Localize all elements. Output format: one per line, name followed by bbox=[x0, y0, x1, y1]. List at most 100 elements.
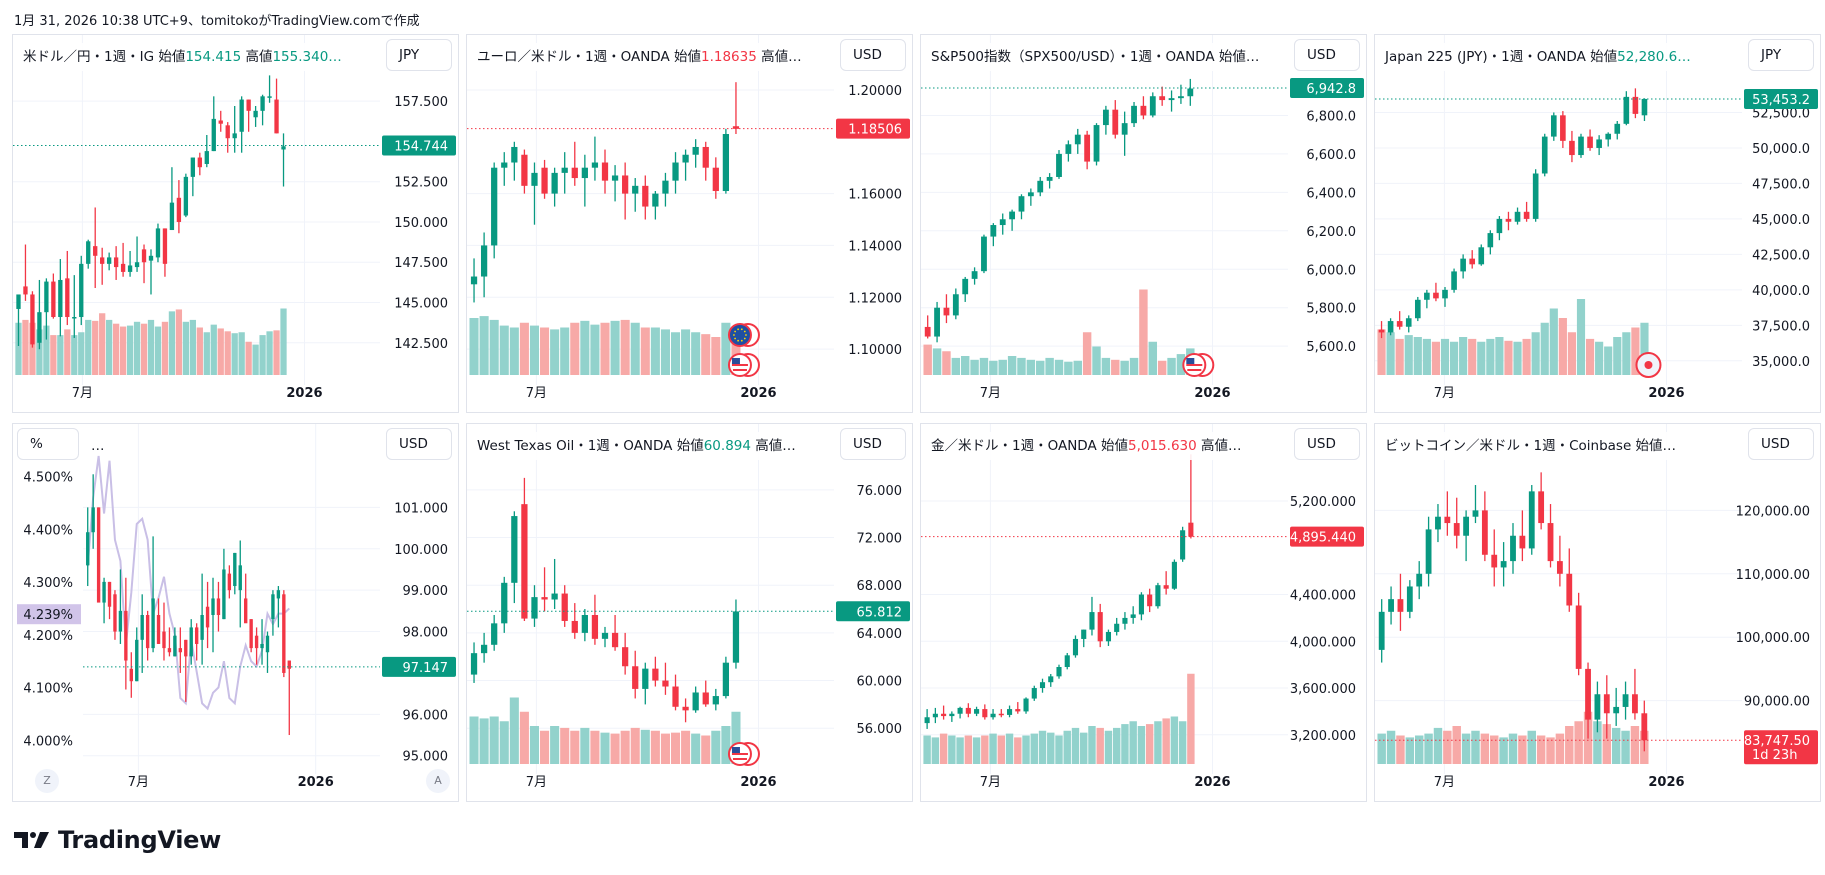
last-price-value: 65.812 bbox=[857, 605, 903, 620]
volume-bar bbox=[112, 323, 120, 375]
chart-canvas[interactable]: 76.000 72.000 68.000 64.000 60.000 56.000 65.8… bbox=[467, 424, 913, 802]
volume-bar bbox=[1045, 357, 1054, 375]
chart-canvas[interactable]: 5,200.000 4,400.000 4,000.000 3,600.000 3,20… bbox=[921, 424, 1367, 802]
chart-canvas[interactable]: 6,800.0 6,600.0 6,400.0 6,200.0 6,000.0 5,800… bbox=[921, 35, 1367, 413]
auto-scale-button[interactable]: A bbox=[426, 769, 450, 793]
candle bbox=[96, 507, 101, 603]
zoom-reset-button[interactable]: Z bbox=[35, 769, 59, 793]
currency-unit-button[interactable]: USD bbox=[1294, 428, 1360, 460]
currency-unit-button[interactable]: JPY bbox=[1748, 39, 1814, 71]
candle-body bbox=[79, 263, 84, 318]
currency-unit-button[interactable]: USD bbox=[386, 428, 452, 460]
candle-body bbox=[1074, 134, 1081, 145]
symbol-legend[interactable]: ユーロ／米ドル・1週・OANDA 始値1.18635 高値… bbox=[477, 43, 806, 71]
symbol-legend[interactable]: West Texas Oil・1週・OANDA 始値60.894 高値… bbox=[477, 432, 800, 460]
chart-panel-usdjpy[interactable]: 157.500 152.500 150.000 147.500 145.000 142.5… bbox=[12, 34, 459, 413]
volume-bar bbox=[670, 332, 681, 375]
candle-body bbox=[1102, 109, 1109, 126]
symbol-legend[interactable]: 米ドル／円・1週・IG 始値154.415 高値155.340… bbox=[23, 43, 346, 71]
chart-canvas[interactable]: 101.000 100.000 99.000 98.000 96.000 95.000 97… bbox=[13, 424, 459, 802]
volume-bar bbox=[499, 325, 509, 375]
candle-body bbox=[1009, 211, 1016, 220]
volume-bar bbox=[670, 732, 681, 764]
us-flag-icon[interactable] bbox=[727, 353, 760, 377]
chart-panel-spx500[interactable]: 6,800.0 6,600.0 6,400.0 6,200.0 6,000.0 5,800… bbox=[920, 34, 1367, 413]
price-axis-tick: 120,000.00 bbox=[1736, 504, 1810, 519]
candle-body bbox=[204, 151, 209, 164]
us-flag-icon[interactable] bbox=[1182, 353, 1215, 377]
candle bbox=[1632, 88, 1639, 119]
symbol-legend[interactable]: ビットコイン／米ドル・1週・Coinbase 始値… bbox=[1385, 432, 1681, 460]
candle-body bbox=[222, 569, 226, 620]
candle-body bbox=[1406, 586, 1413, 612]
candle bbox=[120, 242, 126, 277]
candle bbox=[1532, 169, 1539, 222]
candle-body bbox=[732, 611, 740, 663]
volume-bar bbox=[1080, 732, 1088, 764]
currency-unit-button[interactable]: USD bbox=[1294, 39, 1360, 71]
candle-body bbox=[941, 713, 947, 717]
chart-canvas[interactable]: 120,000.00 110,000.00 100,000.00 90,000.00 8… bbox=[1375, 424, 1821, 802]
chart-panel-jp225[interactable]: 52,500.0 50,000.0 47,500.0 45,000.0 42,500.0… bbox=[1374, 34, 1821, 413]
candle bbox=[952, 288, 959, 320]
symbol-legend[interactable]: 金／米ドル・1週・OANDA 始値5,015.630 高値… bbox=[931, 432, 1246, 460]
chart-panel-wti[interactable]: 76.000 72.000 68.000 64.000 60.000 56.000 65.8… bbox=[466, 423, 913, 802]
tradingview-logo[interactable]: TradingView bbox=[14, 826, 221, 854]
candle bbox=[1435, 504, 1441, 543]
candle-body bbox=[1569, 140, 1575, 156]
candle-body bbox=[93, 246, 98, 256]
chart-panel-xauusd[interactable]: 5,200.000 4,400.000 4,000.000 3,600.000 3,20… bbox=[920, 423, 1367, 802]
candle-body bbox=[1578, 136, 1584, 156]
currency-unit-button[interactable]: USD bbox=[840, 428, 906, 460]
candle bbox=[1519, 510, 1526, 562]
chart-panel-btcusd[interactable]: 120,000.00 110,000.00 100,000.00 90,000.00 8… bbox=[1374, 423, 1821, 802]
volume-bar bbox=[175, 309, 183, 375]
chart-canvas[interactable]: 157.500 152.500 150.000 147.500 145.000 142.5… bbox=[13, 35, 459, 413]
eu-flag-icon[interactable] bbox=[727, 323, 760, 347]
candle bbox=[253, 105, 258, 127]
candle bbox=[1388, 586, 1394, 625]
volume-bar bbox=[600, 732, 610, 764]
chart-panel-eurusd[interactable]: 1.20000 1.16000 1.14000 1.12000 1.10000 1.185… bbox=[466, 34, 913, 413]
volume-bar bbox=[1459, 337, 1468, 375]
volume-bar bbox=[1622, 332, 1631, 375]
candle bbox=[1009, 209, 1016, 231]
candle-body bbox=[1396, 321, 1403, 327]
event-dot-icon[interactable] bbox=[1635, 352, 1662, 378]
price-axis-tick: 100,000.00 bbox=[1736, 631, 1810, 646]
volume-bar bbox=[960, 356, 970, 375]
candle bbox=[1405, 315, 1412, 333]
volume-bar bbox=[224, 331, 231, 375]
currency-unit-button[interactable]: USD bbox=[1748, 428, 1814, 460]
candle bbox=[102, 577, 106, 624]
candle bbox=[276, 586, 281, 628]
legend-collapsed-ellipsis[interactable]: … bbox=[91, 438, 105, 454]
volume-bar bbox=[711, 730, 721, 764]
chart-canvas[interactable]: 52,500.0 50,000.0 47,500.0 45,000.0 42,500.0… bbox=[1375, 35, 1821, 413]
chart-panel-dxy[interactable]: 101.000 100.000 99.000 98.000 96.000 95.000 97… bbox=[12, 423, 459, 802]
left-last-badge bbox=[17, 604, 81, 625]
candle-body bbox=[1140, 105, 1147, 116]
candle bbox=[271, 590, 275, 636]
currency-unit-button[interactable]: USD bbox=[840, 39, 906, 71]
symbol-legend[interactable]: Japan 225 (JPY)・1週・OANDA 始値52,280.6… bbox=[1385, 43, 1695, 71]
candle-body bbox=[1081, 629, 1087, 639]
candle-body bbox=[1387, 321, 1394, 333]
candle-body bbox=[1541, 136, 1548, 174]
volume-bar bbox=[1129, 357, 1139, 375]
volume-bar bbox=[1137, 726, 1146, 764]
symbol-legend[interactable]: S&P500指数（SPX500/USD）・1週・OANDA 始値… bbox=[931, 43, 1264, 71]
candle-body bbox=[480, 245, 488, 277]
candle-body bbox=[934, 307, 940, 337]
candle bbox=[1163, 571, 1169, 595]
left-axis-tick: 4.200% bbox=[23, 629, 73, 644]
last-price-value: 1.18506 bbox=[848, 123, 902, 138]
us-flag-icon[interactable] bbox=[727, 742, 760, 766]
currency-unit-button[interactable]: JPY bbox=[386, 39, 452, 71]
candle-body bbox=[672, 686, 679, 707]
chart-canvas[interactable]: 1.20000 1.16000 1.14000 1.12000 1.10000 1.185… bbox=[467, 35, 913, 413]
candle bbox=[232, 105, 237, 153]
left-unit-button[interactable]: % bbox=[17, 428, 79, 460]
volume-bar bbox=[1377, 733, 1386, 764]
candle bbox=[1015, 702, 1021, 714]
